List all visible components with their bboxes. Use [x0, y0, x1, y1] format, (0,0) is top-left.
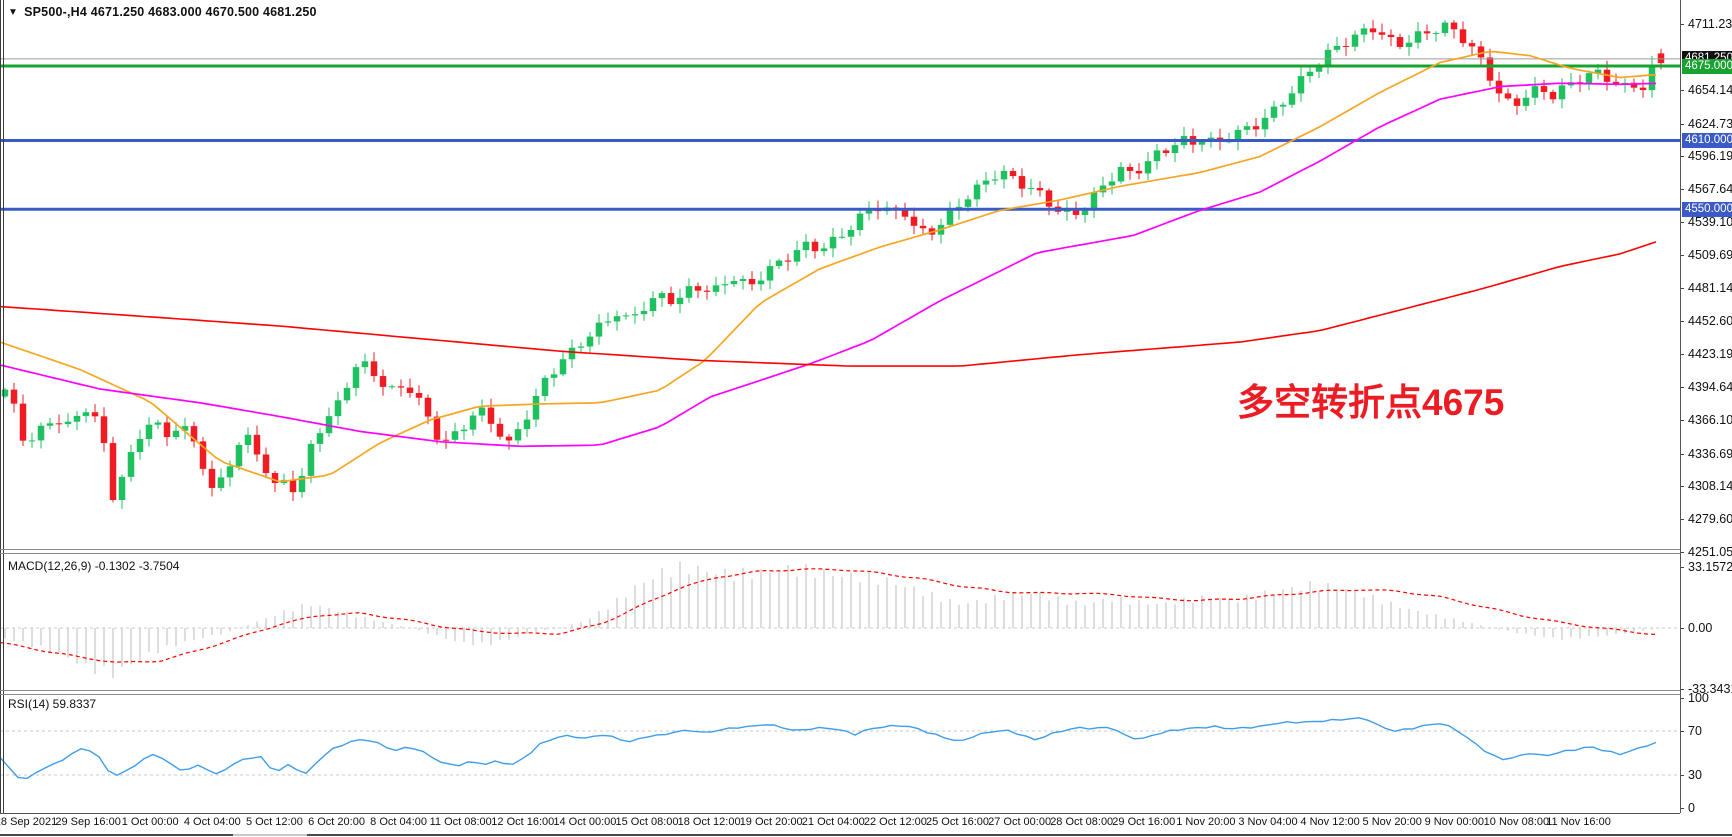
price-axis-label: 4394.645 [1688, 380, 1732, 395]
macd-axis-label: 0.00 [1688, 621, 1713, 635]
window-border-left-outer [0, 0, 1, 813]
time-axis-label: 11 Oct 08:00 [429, 816, 492, 828]
axis-tick [1680, 808, 1684, 809]
time-axis-label: 27 Oct 00:00 [988, 816, 1052, 828]
panel-separator-macd-2 [0, 553, 1680, 554]
axis-tick [1680, 628, 1684, 629]
price-axis-label: 4567.645 [1688, 181, 1732, 196]
price-axis-label: 4423.190 [1688, 347, 1732, 362]
price-axis-label: 4509.690 [1688, 248, 1732, 263]
time-axis-label: 29 Oct 16:00 [1112, 816, 1176, 828]
time-axis-label: 5 Nov 20:00 [1362, 816, 1422, 828]
level-badge-4675: 4675.000 [1682, 58, 1732, 74]
axis-tick [1680, 221, 1684, 223]
time-axis-label: 15 Oct 08:00 [615, 816, 679, 828]
time-axis-label: 6 Oct 20:00 [308, 816, 365, 828]
price-axis[interactable] [1680, 0, 1732, 813]
price-axis-label: 4596.190 [1688, 149, 1732, 164]
level-badge-4610: 4610.000 [1682, 132, 1732, 148]
level-badge-4550: 4550.000 [1682, 201, 1732, 217]
rsi-axis-label: 100 [1688, 691, 1709, 705]
axis-tick [1680, 188, 1684, 190]
axis-tick [1680, 453, 1684, 455]
axis-tick [1680, 486, 1684, 488]
axis-tick [1680, 156, 1684, 158]
symbol-ohlc-text: SP500-,H4 4671.250 4683.000 4670.500 468… [24, 5, 317, 19]
rsi-indicator-label: RSI(14) 59.8337 [8, 697, 97, 711]
time-axis-label: 29 Sep 16:00 [55, 816, 121, 828]
price-axis-label: 4251.055 [1688, 544, 1732, 559]
rsi-axis-label: 0 [1688, 801, 1695, 815]
time-axis-label: 12 Oct 16:00 [491, 816, 555, 828]
time-axis-label: 25 Oct 16:00 [926, 816, 989, 828]
time-axis-label: 3 Nov 04:00 [1238, 816, 1298, 828]
time-axis-line [0, 813, 1680, 814]
time-axis-label: 10 Nov 08:00 [1483, 816, 1550, 828]
axis-tick [1680, 518, 1684, 520]
time-axis-label: 8 Oct 04:00 [370, 816, 428, 828]
axis-tick [1680, 567, 1684, 569]
time-axis-label: 4 Nov 12:00 [1300, 816, 1360, 828]
time-axis-label: 14 Oct 00:00 [553, 816, 617, 828]
chart-collapse-icon[interactable]: ▼ [8, 7, 19, 18]
price-axis-label: 4308.145 [1688, 479, 1732, 494]
window-border-bottom [0, 834, 1732, 836]
price-axis-label: 4452.600 [1688, 313, 1732, 328]
horizontal-scrollbar[interactable] [233, 834, 307, 836]
time-axis-label: 9 Nov 00:00 [1424, 816, 1484, 828]
time-axis-label: 1 Oct 00:00 [121, 816, 179, 828]
axis-tick [1680, 89, 1684, 91]
time-axis-label: 22 Oct 12:00 [863, 816, 927, 828]
annotation-text[interactable]: 多空转折点4675 [1237, 382, 1505, 423]
price-axis-label: 4279.600 [1688, 511, 1732, 526]
panel-separator-rsi-2 [0, 694, 1680, 695]
time-axis-label: 4 Oct 04:00 [183, 816, 241, 828]
price-axis-label: 4539.100 [1688, 214, 1732, 229]
time-axis-label: 1 Nov 20:00 [1176, 816, 1236, 828]
macd-indicator-label: MACD(12,26,9) -0.1302 -3.7504 [8, 559, 180, 573]
price-axis-label: 4366.100 [1688, 412, 1732, 427]
macd-axis-label: 33.1572 [1688, 560, 1732, 575]
axis-tick [1680, 551, 1684, 553]
axis-tick [1680, 24, 1684, 26]
axis-tick [1680, 387, 1684, 389]
axis-tick [1680, 419, 1684, 421]
axis-tick [1680, 689, 1684, 691]
time-axis-label: 21 Oct 04:00 [801, 816, 865, 828]
time-axis[interactable] [0, 813, 1732, 835]
axis-tick [1680, 731, 1684, 732]
axis-tick [1680, 123, 1684, 125]
axis-tick [1680, 698, 1684, 699]
price-axis-label: 4711.235 [1688, 17, 1732, 32]
axis-tick [1680, 288, 1684, 290]
axis-tick [1680, 354, 1684, 356]
price-axis-line [1680, 0, 1681, 813]
window-border-left-inner [3, 0, 4, 813]
panel-separator-rsi-1 [0, 690, 1680, 691]
chart-title: ▼ SP500-,H4 4671.250 4683.000 4670.500 46… [8, 5, 317, 19]
time-axis-label: 28 Sep 2021 [0, 816, 58, 828]
price-axis-label: 4654.145 [1688, 82, 1732, 97]
rsi-axis-label: 70 [1688, 724, 1702, 738]
rsi-axis-label: 30 [1688, 768, 1702, 782]
axis-tick [1680, 775, 1684, 776]
axis-tick [1680, 320, 1684, 322]
price-axis-label: 4336.690 [1688, 446, 1732, 461]
price-axis-label: 4481.145 [1688, 281, 1732, 296]
time-axis-label: 5 Oct 12:00 [245, 816, 303, 828]
time-axis-label: 28 Oct 08:00 [1050, 816, 1114, 828]
time-axis-label: 11 Nov 16:00 [1546, 816, 1611, 828]
price-axis-label: 4624.735 [1688, 116, 1732, 131]
time-axis-label: 19 Oct 20:00 [739, 816, 803, 828]
panel-separator-macd-1 [0, 549, 1680, 550]
time-axis-label: 18 Oct 12:00 [677, 816, 741, 828]
axis-tick [1680, 255, 1684, 257]
